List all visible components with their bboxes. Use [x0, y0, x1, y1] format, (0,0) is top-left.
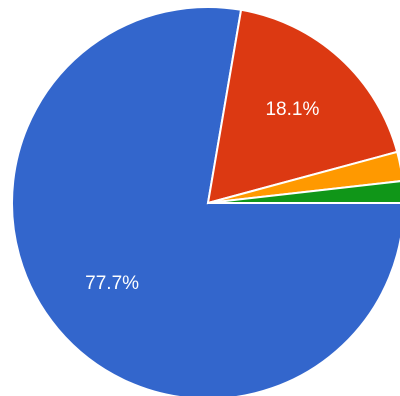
pie-slice — [207, 150, 400, 204]
pie-slice — [206, 8, 399, 205]
slice-label: 18.1% — [265, 99, 319, 120]
slice-label: 77.7% — [85, 273, 139, 294]
pie-slice — [207, 180, 400, 204]
pie-slice — [11, 6, 400, 396]
